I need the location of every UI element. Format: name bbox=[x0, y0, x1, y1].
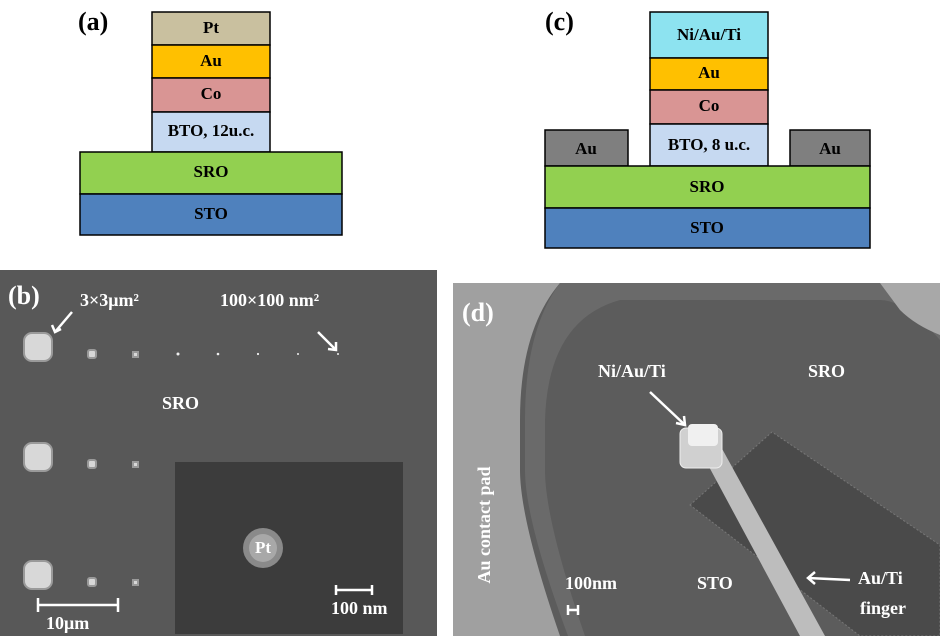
panel-label: (d) bbox=[462, 298, 494, 327]
scale-label: 100 nm bbox=[331, 598, 388, 618]
layer bbox=[649, 123, 769, 167]
contact bbox=[544, 129, 629, 167]
layer bbox=[649, 57, 769, 91]
annotation: Ni/Au/Ti bbox=[598, 361, 666, 381]
pillar-top bbox=[688, 424, 718, 446]
panel-label: (c) bbox=[545, 7, 574, 36]
panel-b: (b) 3×3μm² 100×100 nm² SRO Pt 100 nm 10μ… bbox=[0, 270, 437, 636]
layer-label: SRO bbox=[194, 162, 229, 181]
region-label: SRO bbox=[808, 361, 845, 381]
layer bbox=[544, 207, 871, 249]
panel-d: (d) Ni/Au/Ti SRO Au contact pad 100nm ST… bbox=[453, 283, 940, 636]
layer bbox=[151, 111, 271, 153]
layer-label: Co bbox=[699, 96, 720, 115]
layer-label: SRO bbox=[690, 177, 725, 196]
layer-label: STO bbox=[690, 218, 724, 237]
arrows bbox=[566, 391, 851, 615]
inset-label: Pt bbox=[255, 538, 271, 557]
finger bbox=[700, 445, 825, 636]
contact-pad bbox=[453, 283, 560, 636]
contact-label: Au bbox=[575, 139, 597, 158]
edge bbox=[525, 283, 940, 636]
layer-label: BTO, 12u.c. bbox=[168, 121, 255, 140]
panel-label: (b) bbox=[8, 281, 40, 310]
region-label: SRO bbox=[162, 393, 199, 413]
layer-label: BTO, 8 u.c. bbox=[668, 135, 750, 154]
scale-label: 100nm bbox=[565, 573, 617, 593]
inset-pillar-top bbox=[249, 534, 277, 562]
contact bbox=[789, 129, 871, 167]
layer-label: STO bbox=[194, 204, 228, 223]
contact-label: Au bbox=[819, 139, 841, 158]
panel-label: (a) bbox=[78, 7, 108, 36]
layer bbox=[79, 193, 343, 236]
annotation: Au/Ti bbox=[858, 568, 903, 588]
layer-label: Co bbox=[201, 84, 222, 103]
annotation: 100×100 nm² bbox=[220, 290, 319, 310]
small-dots bbox=[176, 352, 339, 356]
contact-pad bbox=[880, 283, 940, 335]
scale-label: 10μm bbox=[46, 613, 89, 633]
annotation: finger bbox=[860, 598, 906, 618]
inset-image bbox=[175, 462, 403, 634]
pads bbox=[23, 332, 139, 590]
layer-label: Au bbox=[698, 63, 720, 82]
panel-a: (a) Pt Au Co BTO, 12u.c. SRO STO bbox=[78, 7, 343, 236]
layer-label: Pt bbox=[203, 18, 219, 37]
layer bbox=[151, 11, 271, 46]
sto-window bbox=[689, 431, 940, 636]
layer-label: Au bbox=[200, 51, 222, 70]
annotation: 3×3μm² bbox=[80, 290, 139, 310]
panel-c: (c) Ni/Au/Ti Au Co BTO, 8 u.c. Au Au SRO… bbox=[544, 7, 871, 249]
region-label: STO bbox=[697, 573, 733, 593]
layer bbox=[151, 44, 271, 79]
layer-label: Ni/Au/Ti bbox=[677, 25, 741, 44]
arrows bbox=[36, 311, 374, 612]
pad-label: Au contact pad bbox=[474, 466, 494, 583]
